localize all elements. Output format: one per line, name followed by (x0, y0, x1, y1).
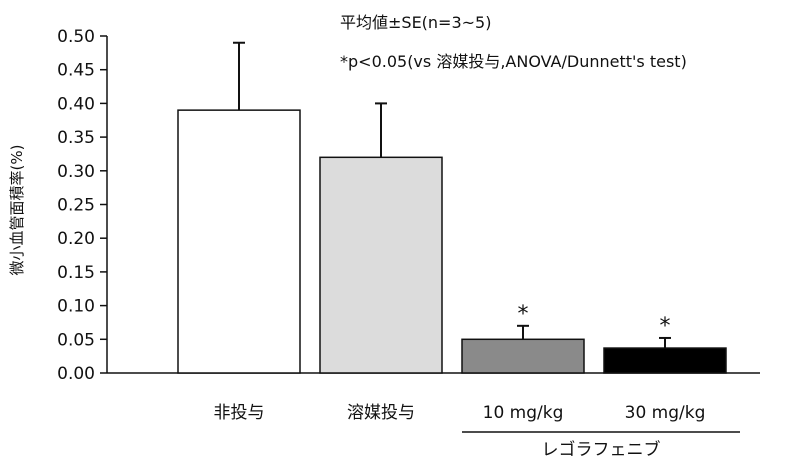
x-category-label: 10 mg/kg (483, 403, 564, 423)
y-tick-label: 0.15 (57, 263, 95, 283)
annotation-mean-se: 平均値±SE(n=3~5) (340, 13, 491, 32)
x-category-label: 30 mg/kg (625, 403, 706, 423)
x-axis-labels: 非投与 溶媒投与 10 mg/kg 30 mg/kg (214, 403, 706, 423)
bars-group: * * (177, 41, 727, 374)
y-tick-label: 0.00 (57, 364, 95, 384)
bar (603, 347, 727, 374)
bar (461, 338, 585, 374)
x-category-label: 溶媒投与 (347, 403, 415, 423)
group-label: レゴラフェニブ (542, 439, 661, 460)
significance-marker: * (518, 302, 529, 327)
y-tick-label: 0.50 (57, 27, 95, 47)
annotation-significance: *p<0.05(vs 溶媒投与,ANOVA/Dunnett's test) (340, 52, 687, 71)
y-tick-label: 0.35 (57, 128, 95, 148)
y-axis-label: 微小血管面積率(%) (8, 145, 26, 276)
y-tick-label: 0.10 (57, 297, 95, 317)
y-tick-label: 0.05 (57, 330, 95, 350)
y-tick-label: 0.45 (57, 61, 95, 81)
y-tick-label: 0.25 (57, 196, 95, 216)
y-tick-label: 0.20 (57, 229, 95, 249)
bar (177, 109, 301, 374)
y-tick-label: 0.40 (57, 94, 95, 114)
significance-marker: * (660, 314, 671, 339)
y-tick-label: 0.30 (57, 162, 95, 182)
y-axis: 0.00 0.05 0.10 0.15 0.20 0.25 0.30 0.35 0.40 0.45… (57, 27, 760, 384)
bar (319, 156, 443, 374)
x-category-label: 非投与 (214, 403, 265, 423)
